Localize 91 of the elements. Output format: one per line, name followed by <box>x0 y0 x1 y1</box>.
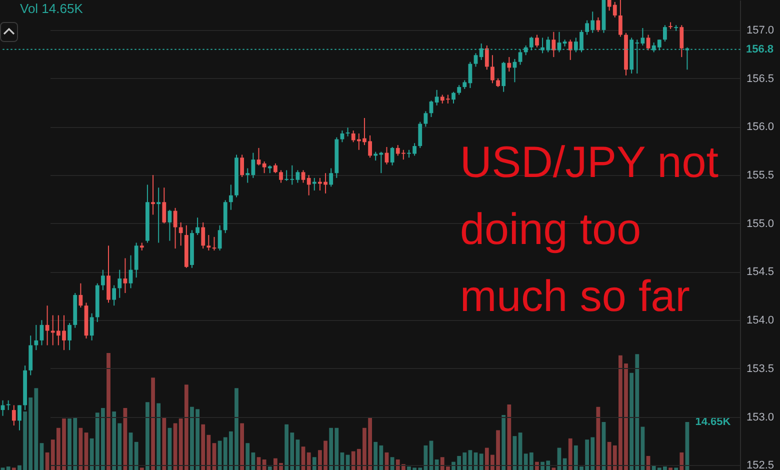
annotation: Vol 14.65K <box>20 1 84 16</box>
candlestick <box>228 184 233 210</box>
bar <box>162 417 166 470</box>
annotation: USD/JPY not doing too much so far <box>460 138 718 321</box>
bar <box>45 452 50 470</box>
bar <box>146 402 150 470</box>
candlestick <box>301 170 306 184</box>
candlestick <box>390 146 394 166</box>
candlestick <box>34 324 38 351</box>
candlestick <box>0 400 5 416</box>
candlestick <box>618 0 622 38</box>
bar <box>680 452 684 470</box>
candlestick <box>507 56 512 72</box>
candlestick <box>218 224 222 251</box>
candlestick <box>279 170 283 184</box>
candlestick <box>340 130 344 143</box>
candlestick <box>484 44 489 70</box>
candlestick <box>112 284 116 306</box>
bar <box>479 454 484 470</box>
y-tick-label: 154.0 <box>746 314 774 327</box>
candlestick <box>262 161 266 174</box>
candlestick <box>452 91 456 104</box>
bar <box>262 459 266 470</box>
candlestick <box>151 174 155 216</box>
bar <box>106 353 110 470</box>
candlestick <box>474 52 478 68</box>
ref-line-label: 156.8 <box>746 43 774 56</box>
bar <box>434 459 439 470</box>
bar <box>240 423 244 470</box>
candlestick <box>12 404 16 426</box>
candlestick <box>273 162 278 174</box>
candlestick <box>296 170 300 184</box>
candlestick <box>646 34 650 51</box>
candlestick <box>196 217 200 236</box>
bar <box>6 466 10 470</box>
candlestick <box>40 320 44 346</box>
candlestick <box>78 282 83 308</box>
candlestick <box>457 84 462 96</box>
candlestick <box>306 174 311 196</box>
bar <box>134 442 138 470</box>
candlestick <box>663 24 667 42</box>
bar <box>502 415 506 470</box>
candlestick <box>18 404 22 431</box>
candlestick <box>123 258 128 294</box>
candlestick <box>552 31 556 58</box>
candlestick <box>100 269 105 291</box>
bar <box>40 443 44 470</box>
y-tick-label: 155.5 <box>746 170 774 182</box>
y-tick-label: 155.0 <box>746 218 774 230</box>
y-tick-label: 156.5 <box>746 72 774 85</box>
candlestick <box>90 312 94 341</box>
candlestick <box>206 234 211 251</box>
bar <box>151 378 155 470</box>
y-tick-label: 156.0 <box>746 121 774 134</box>
bar <box>568 438 572 470</box>
candlestick <box>418 121 422 148</box>
candlestick <box>568 39 572 60</box>
candlestick <box>346 127 350 137</box>
candlestick <box>178 222 183 246</box>
bar <box>78 428 83 470</box>
y-tick-label: 154.5 <box>746 266 774 278</box>
candlestick <box>173 207 178 250</box>
bar <box>312 457 316 470</box>
candlestick <box>201 222 206 250</box>
candlestick <box>329 168 334 188</box>
candlestick <box>680 24 684 58</box>
candlestick <box>212 236 216 251</box>
y-tick-label: 153.5 <box>746 362 774 375</box>
candlestick <box>162 187 166 224</box>
candlestick <box>256 147 261 166</box>
candlestick <box>68 322 72 351</box>
bar <box>507 404 512 470</box>
candlestick <box>118 269 122 298</box>
candlestick <box>434 89 439 106</box>
candlestick <box>502 61 506 92</box>
candlestick <box>156 187 161 244</box>
y-tick-label: 153.0 <box>746 411 774 424</box>
bar <box>596 406 600 470</box>
candlestick <box>128 254 133 289</box>
candlestick <box>490 54 494 84</box>
bar <box>306 452 311 470</box>
candlestick <box>535 34 539 48</box>
candlestick <box>424 110 428 128</box>
bar <box>268 466 272 470</box>
candlestick <box>6 400 10 411</box>
bar <box>156 403 161 470</box>
candlestick <box>596 16 600 32</box>
y-tick-label: 152.5 <box>746 460 774 470</box>
y-tick-label: 157.0 <box>746 24 774 36</box>
candlestick <box>640 28 645 46</box>
candlestick <box>240 154 244 178</box>
